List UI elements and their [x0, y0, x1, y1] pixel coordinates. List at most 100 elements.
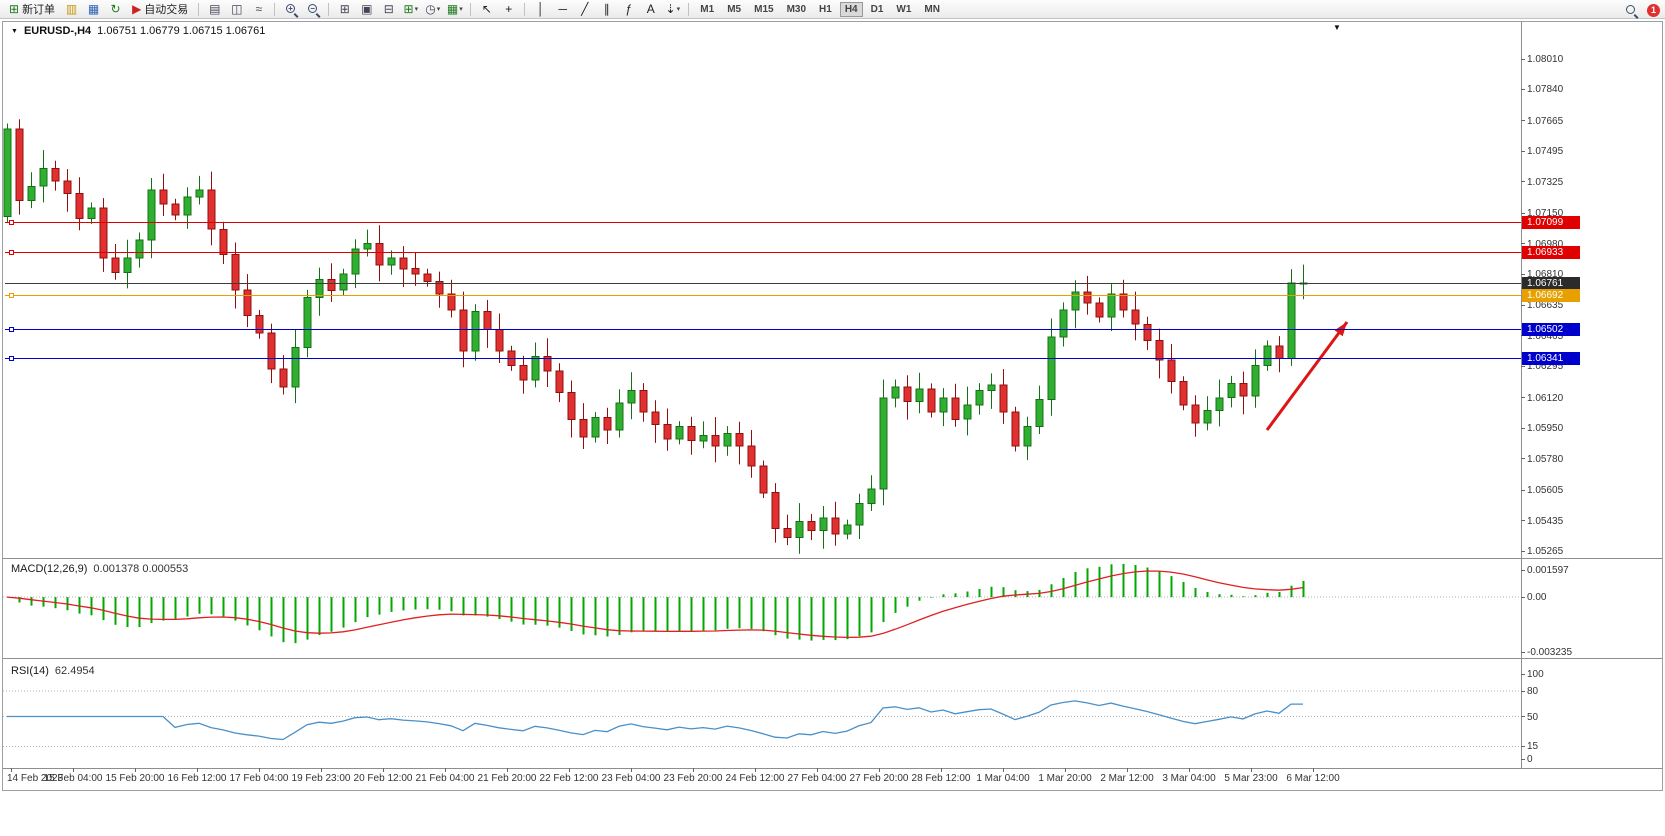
resistance-line-2[interactable] [5, 252, 1521, 253]
rsi-axis-label: 0 [1527, 754, 1533, 765]
autotrading-button[interactable]: ▶ 自动交易 [127, 1, 193, 17]
notification-badge[interactable]: 1 [1647, 3, 1660, 17]
time-axis-label: 2 Mar 12:00 [1100, 773, 1154, 784]
rsi-axis-label: 100 [1527, 669, 1544, 680]
chart-window: ▼ EURUSD-,H4 1.06751 1.06779 1.06715 1.0… [2, 21, 1663, 791]
price-axis-label: 1.07495 [1527, 146, 1564, 158]
equidistant-channel-icon[interactable]: ∥ [596, 1, 617, 17]
dropdown-caret-icon: ▾ [436, 6, 441, 13]
price-axis-label: 1.05605 [1527, 485, 1564, 497]
price-axis-tick [1521, 428, 1525, 429]
line-chart-icon: ≈ [255, 2, 263, 16]
candlestick-chart-icon[interactable]: ◫ [226, 1, 247, 17]
support-line-2-handle[interactable] [9, 356, 14, 361]
time-axis-tick [445, 768, 446, 772]
trendline-icon[interactable]: ╱ [574, 1, 595, 17]
resistance-line-1-handle[interactable] [9, 220, 14, 225]
main-macd-separator[interactable] [3, 558, 1662, 559]
line-chart-icon[interactable]: ≈ [248, 1, 269, 17]
text-icon[interactable]: A [640, 1, 661, 17]
bar-chart-icon[interactable]: ▤ [204, 1, 225, 17]
tile-windows-icon[interactable]: ⊞ [334, 1, 355, 17]
rsi-label: RSI(14) [11, 665, 49, 677]
arrows-icon[interactable]: ⇣ ▾ [662, 1, 683, 17]
chart-shift-button-icon[interactable]: ⊟ [378, 1, 399, 17]
time-axis-label: 1 Mar 04:00 [976, 773, 1030, 784]
support-line-1-handle[interactable] [9, 327, 14, 332]
time-axis-label: 23 Feb 04:00 [601, 773, 661, 784]
macd-axis-tick [1521, 570, 1525, 571]
price-axis-tick [1521, 305, 1525, 306]
bid-price-line[interactable] [5, 283, 1521, 284]
timeframe-m1[interactable]: M1 [700, 3, 715, 15]
pivot-line-handle[interactable] [9, 293, 14, 298]
time-axis-label: 21 Feb 04:00 [415, 773, 475, 784]
horizontal-line-icon: ─ [558, 2, 568, 16]
chart-shift-marker-icon[interactable]: ▼ [1333, 23, 1341, 32]
market-watch-icon[interactable]: ▦ [83, 1, 104, 17]
chart-marker-icon: ▼ [11, 27, 18, 35]
price-axis-label: 1.05435 [1527, 515, 1564, 527]
macd-axis-label: 0.001597 [1527, 565, 1569, 576]
charts-icon: ▥ [65, 2, 78, 16]
indicators-button: ▦ [446, 2, 459, 16]
macd-rsi-separator[interactable] [3, 658, 1662, 659]
rsi-panel-label: RSI(14) 62.4954 [11, 665, 95, 677]
timeframe-m5[interactable]: M5 [727, 3, 742, 15]
resistance-line-2-handle[interactable] [9, 250, 14, 255]
price-axis-tick [1521, 120, 1525, 121]
price-axis-label: 1.07840 [1527, 84, 1564, 96]
price-axis-tick [1521, 213, 1525, 214]
zoom-out-icon[interactable]: − [302, 1, 323, 17]
timeframe-w1[interactable]: W1 [896, 3, 912, 15]
time-axis-label: 1 Mar 20:00 [1038, 773, 1092, 784]
resistance-line-1[interactable] [5, 222, 1521, 223]
charts-icon[interactable]: ▥ [61, 1, 82, 17]
timeframe-h1[interactable]: H1 [819, 3, 832, 15]
price-axis-label: 1.05780 [1527, 453, 1564, 465]
timeframe-d1[interactable]: D1 [870, 3, 884, 15]
timeframe-h4[interactable]: H4 [839, 1, 863, 17]
chart-canvas[interactable] [3, 22, 1662, 790]
autotrading-button-label: 自动交易 [144, 4, 189, 16]
horizontal-line-icon[interactable]: ─ [552, 1, 573, 17]
timeframe-m15[interactable]: M15 [754, 3, 774, 15]
time-axis-tick [1003, 768, 1004, 772]
support-line-2[interactable] [5, 358, 1521, 359]
auto-arrange-icon[interactable]: ▣ [356, 1, 377, 17]
pivot-line[interactable] [5, 295, 1521, 296]
time-axis-label: 27 Feb 20:00 [849, 773, 909, 784]
price-axis-tick [1521, 551, 1525, 552]
crosshair-icon[interactable]: + [498, 1, 519, 17]
vertical-line-icon[interactable]: │ [530, 1, 551, 17]
rsi-axis-tick [1521, 716, 1525, 717]
support-line-1[interactable] [5, 329, 1521, 330]
zoom-in-icon[interactable]: + [280, 1, 301, 17]
price-axis-tick [1521, 243, 1525, 244]
text-icon: A [646, 2, 655, 16]
time-axis-tick [817, 768, 818, 772]
timeframe-m30[interactable]: M30 [786, 3, 807, 15]
time-axis-tick [755, 768, 756, 772]
time-axis-tick [631, 768, 632, 772]
macd-axis-label: 0.00 [1527, 592, 1547, 604]
vertical-line-icon: │ [537, 2, 545, 16]
candlestick-chart-icon: ◫ [231, 2, 243, 16]
fibonacci-icon[interactable]: ƒ [618, 1, 639, 17]
resistance-line-1-price-badge: 1.07099 [1522, 216, 1580, 229]
time-axis-tick [73, 768, 74, 772]
refresh-icon[interactable]: ↻ [105, 1, 126, 17]
rsi-axis-tick [1521, 691, 1525, 692]
search-icon[interactable] [1620, 2, 1641, 18]
profiles-button[interactable]: ◷ ▾ [422, 1, 443, 17]
new-chart-button[interactable]: ⊞ ▾ [400, 1, 421, 17]
autotrading-button: ▶ [132, 2, 142, 16]
cursor-icon[interactable]: ↖ [476, 1, 497, 17]
indicators-button[interactable]: ▦ ▾ [444, 1, 465, 17]
crosshair-icon: + [505, 2, 513, 16]
new-order-button[interactable]: ⊞ 新订单 [4, 1, 60, 17]
timeframe-mn[interactable]: MN [924, 3, 940, 15]
support-line-1-price-badge: 1.06502 [1522, 323, 1580, 336]
price-axis-tick [1521, 181, 1525, 182]
